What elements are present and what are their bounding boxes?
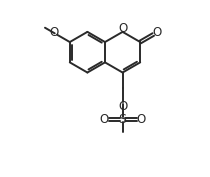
Text: O: O: [118, 22, 127, 35]
Text: O: O: [136, 113, 145, 126]
Text: O: O: [49, 26, 59, 39]
Text: S: S: [119, 113, 127, 126]
Text: O: O: [100, 113, 109, 126]
Text: O: O: [118, 100, 127, 113]
Text: O: O: [152, 26, 162, 39]
